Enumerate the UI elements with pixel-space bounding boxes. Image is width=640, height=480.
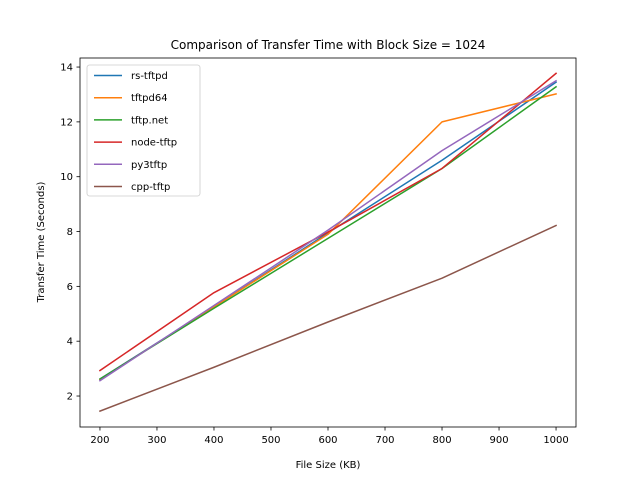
x-tick-label: 500 bbox=[261, 435, 280, 446]
legend-label-tftp.net: tftp.net bbox=[131, 115, 168, 126]
plot-lines bbox=[98, 72, 558, 413]
x-tick-label: 800 bbox=[432, 435, 451, 446]
y-tick-label: 14 bbox=[60, 63, 73, 74]
x-tick-label: 400 bbox=[204, 435, 223, 446]
x-tick-label: 700 bbox=[375, 435, 394, 446]
legend-box bbox=[86, 64, 201, 197]
x-tick-label: 300 bbox=[147, 435, 166, 446]
legend-label-node-tftp: node-tftp bbox=[131, 138, 177, 149]
x-axis-label: File Size (KB) bbox=[296, 460, 361, 471]
y-tick-label: 8 bbox=[67, 227, 73, 238]
y-axis: 2 4 6 8 10 12 14 bbox=[60, 63, 80, 403]
y-tick-label: 6 bbox=[67, 282, 73, 293]
chart-title: Comparison of Transfer Time with Block S… bbox=[171, 38, 486, 52]
x-axis: 200 300 400 500 600 700 800 900 1000 bbox=[90, 427, 569, 446]
y-axis-label: Transfer Time (Seconds) bbox=[36, 181, 47, 303]
legend-label-rs-tftpd: rs-tftpd bbox=[131, 71, 168, 82]
x-tick-label: 900 bbox=[489, 435, 508, 446]
series-line-cpp-tftp bbox=[98, 224, 558, 413]
series-line-tftp.net bbox=[98, 85, 558, 381]
x-tick-label: 1000 bbox=[543, 435, 568, 446]
legend-label-py3tftp: py3tftp bbox=[131, 160, 167, 171]
series-line-node-tftp bbox=[98, 72, 558, 372]
x-tick-label: 600 bbox=[318, 435, 337, 446]
legend-label-cpp-tftp: cpp-tftp bbox=[131, 182, 170, 193]
series-line-py3tftp bbox=[98, 79, 558, 382]
legend: rs-tftpd tftpd64 tftp.net node-tftp py3tftp c… bbox=[86, 64, 201, 197]
y-tick-label: 4 bbox=[67, 337, 73, 348]
y-tick-label: 12 bbox=[60, 117, 73, 128]
legend-label-tftpd64: tftpd64 bbox=[131, 93, 168, 104]
y-tick-label: 10 bbox=[60, 172, 73, 183]
x-tick-label: 200 bbox=[90, 435, 109, 446]
y-tick-label: 2 bbox=[67, 392, 73, 403]
